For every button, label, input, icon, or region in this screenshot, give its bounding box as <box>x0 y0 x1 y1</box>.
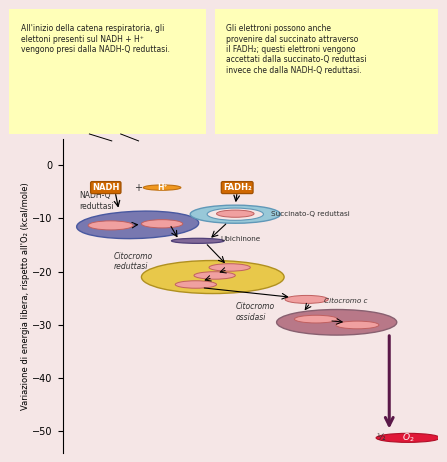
Ellipse shape <box>285 295 328 304</box>
Ellipse shape <box>190 205 280 223</box>
Text: NADH: NADH <box>92 183 119 192</box>
Ellipse shape <box>209 264 250 271</box>
Text: +: + <box>134 182 142 193</box>
Ellipse shape <box>277 310 397 335</box>
FancyBboxPatch shape <box>3 6 211 138</box>
FancyBboxPatch shape <box>208 6 445 138</box>
Ellipse shape <box>172 238 224 243</box>
Ellipse shape <box>216 210 254 217</box>
Ellipse shape <box>336 321 379 329</box>
Text: Gli elettroni possono anche
provenire dal succinato attraverso
il FADH₂; questi : Gli elettroni possono anche provenire da… <box>226 24 366 75</box>
Text: Ubichinone: Ubichinone <box>220 237 261 243</box>
Text: H⁺: H⁺ <box>157 183 167 192</box>
Text: All'inizio della catena respiratoria, gli
elettoni presenti sul NADH + H⁺
vengon: All'inizio della catena respiratoria, gl… <box>21 24 169 54</box>
Ellipse shape <box>175 281 216 288</box>
Text: $O_2$: $O_2$ <box>402 432 414 444</box>
Ellipse shape <box>194 272 235 279</box>
Circle shape <box>143 185 181 190</box>
Y-axis label: Variazione di energia libera, rispetto all'O₂ (kcal/mole): Variazione di energia libera, rispetto a… <box>21 182 30 409</box>
Ellipse shape <box>295 315 337 323</box>
Text: Succinato-Q reduttasi: Succinato-Q reduttasi <box>271 211 350 217</box>
Ellipse shape <box>141 219 183 228</box>
Circle shape <box>376 433 440 443</box>
Ellipse shape <box>207 208 263 220</box>
Text: ½: ½ <box>377 433 385 442</box>
Text: Citocromo
reduttasi: Citocromo reduttasi <box>113 252 152 271</box>
Ellipse shape <box>76 211 199 238</box>
Text: NADH-Q
reduttasi: NADH-Q reduttasi <box>80 191 114 211</box>
Text: Citocromo
ossidasi: Citocromo ossidasi <box>235 302 274 322</box>
Text: Citocromo c: Citocromo c <box>324 298 367 304</box>
Text: FADH₂: FADH₂ <box>223 183 252 192</box>
Ellipse shape <box>141 261 284 293</box>
Ellipse shape <box>88 221 133 230</box>
